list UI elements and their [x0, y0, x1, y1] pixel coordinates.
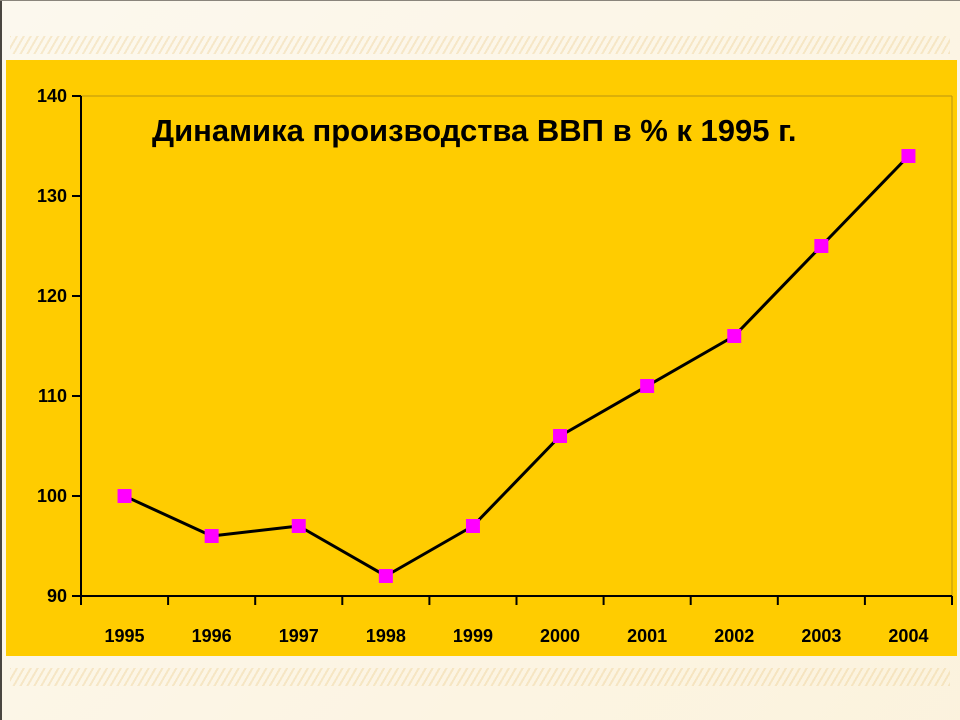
- y-tick-label: 130: [37, 186, 67, 206]
- x-tick-label: 2004: [888, 626, 928, 646]
- data-point-marker: [378, 569, 393, 583]
- y-tick-label: 90: [47, 586, 67, 606]
- chart-title: Динамика производства ВВП в % к 1995 г.: [152, 113, 797, 148]
- series-line: [123, 154, 910, 578]
- x-tick-label: 1995: [105, 626, 145, 646]
- data-point-marker: [640, 379, 655, 393]
- data-point-marker: [117, 489, 132, 503]
- data-point-marker: [204, 529, 219, 543]
- slide-border-top: [0, 0, 960, 1]
- chart-panel: [6, 60, 957, 656]
- y-tick-label: 140: [37, 86, 67, 106]
- slide-border: [0, 0, 2, 720]
- y-tick-label: 100: [37, 486, 67, 506]
- data-point-marker: [814, 239, 829, 253]
- decorative-stripe-top: [10, 36, 950, 54]
- x-tick-label: 1997: [279, 626, 319, 646]
- series-gdp: [117, 149, 916, 583]
- data-point-marker: [291, 519, 306, 533]
- x-axis: 1995 1996 1997 1998 1999 2000 2001 2002 2003 2004: [80, 595, 953, 646]
- y-axis: 90 100 110 120 130 140: [37, 86, 82, 606]
- data-point-marker: [553, 429, 568, 443]
- data-point-marker: [465, 519, 480, 533]
- x-tick-label: 1998: [366, 626, 406, 646]
- x-tick-label: 1999: [453, 626, 493, 646]
- data-point-marker: [727, 329, 742, 343]
- decorative-stripe-bottom: [10, 668, 950, 686]
- y-tick-label: 120: [37, 286, 67, 306]
- x-tick-label: 2002: [714, 626, 754, 646]
- data-point-marker: [901, 149, 916, 163]
- y-tick-label: 110: [38, 386, 67, 406]
- x-tick-label: 1996: [192, 626, 232, 646]
- x-tick-label: 2000: [540, 626, 580, 646]
- x-tick-label: 2001: [627, 626, 667, 646]
- x-tick-label: 2003: [801, 626, 841, 646]
